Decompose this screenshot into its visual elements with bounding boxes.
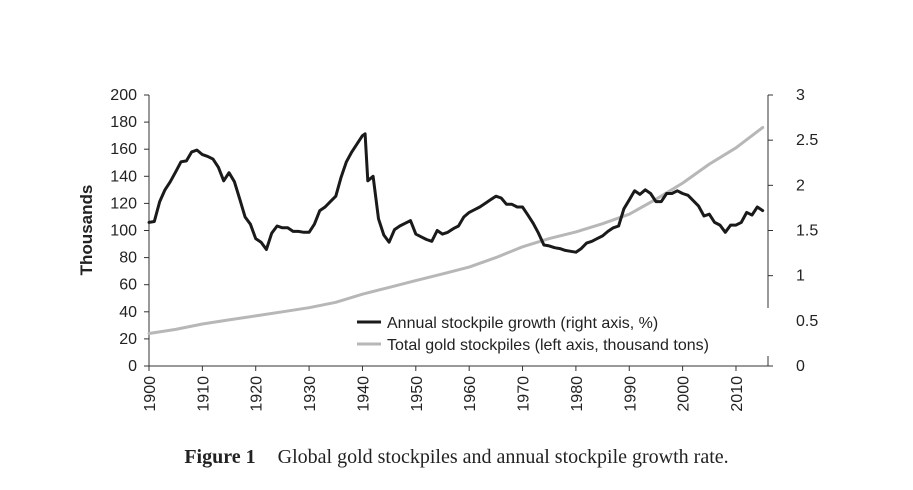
x-tick-label: 1960 — [462, 376, 479, 412]
right-tick-label: 1.5 — [796, 223, 818, 240]
x-tick-label: 1900 — [142, 376, 159, 412]
right-tick-label: 2.5 — [796, 132, 818, 149]
right-axis: 0 0.5 1 1.5 2 2.5 3 — [768, 87, 818, 375]
right-tick-label: 3 — [796, 87, 805, 104]
x-tick-label: 1970 — [516, 376, 533, 412]
left-tick-label: 40 — [119, 304, 137, 321]
right-tick-label: 1 — [796, 268, 805, 285]
left-axis: 0 20 40 60 80 100 120 140 160 180 200 — [110, 87, 149, 375]
x-tick-label: 1990 — [622, 376, 639, 412]
x-tick-label: 1980 — [569, 376, 586, 412]
legend-label-growth: Annual stockpile growth (right axis, %) — [387, 315, 658, 332]
figure-label: Figure 1 — [184, 446, 256, 468]
left-tick-label: 200 — [110, 87, 137, 104]
left-tick-label: 20 — [119, 331, 137, 348]
x-axis: 1900 1910 1920 1930 1940 1950 1960 1970 1980 1990… — [142, 366, 746, 412]
left-tick-label: 180 — [110, 114, 137, 131]
right-tick-label: 0 — [796, 358, 805, 375]
right-tick-label: 2 — [796, 177, 805, 194]
left-tick-label: 120 — [110, 195, 137, 212]
left-tick-label: 140 — [110, 168, 137, 185]
series-line-growth — [147, 132, 765, 254]
left-tick-label: 80 — [119, 250, 137, 267]
x-tick-label: 1920 — [249, 376, 266, 412]
legend: Annual stockpile growth (right axis, %) … — [350, 308, 775, 356]
x-tick-label: 2000 — [676, 376, 693, 412]
figure-caption: Figure 1 Global gold stockpiles and annua… — [0, 446, 913, 469]
x-tick-label: 1930 — [302, 376, 319, 412]
figure-caption-text: Global gold stockpiles and annual stockp… — [277, 446, 729, 468]
left-tick-label: 160 — [110, 141, 137, 158]
x-tick-label: 2010 — [729, 376, 746, 412]
left-tick-label: 100 — [110, 223, 137, 240]
left-tick-label: 60 — [119, 277, 137, 294]
left-axis-title: Thousands — [77, 185, 96, 276]
series-line-stockpiles — [147, 126, 765, 335]
legend-background — [350, 308, 775, 356]
legend-label-stockpiles: Total gold stockpiles (left axis, thousa… — [387, 337, 709, 354]
x-tick-label: 1950 — [409, 376, 426, 412]
x-tick-label: 1940 — [355, 376, 372, 412]
right-tick-label: 0.5 — [796, 313, 818, 330]
x-tick-label: 1910 — [195, 376, 212, 412]
left-tick-label: 0 — [128, 358, 137, 375]
